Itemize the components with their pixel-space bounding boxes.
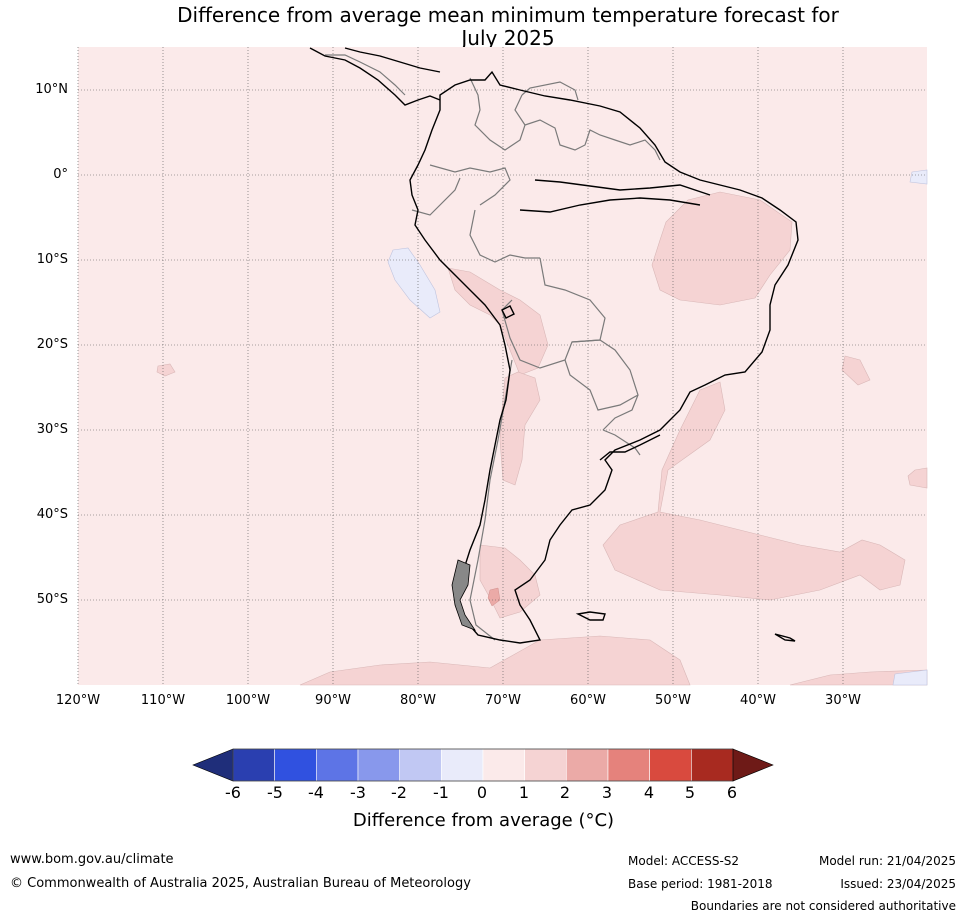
lon-label-100w: 100°W — [225, 693, 271, 708]
lat-label-40s: 40°S — [36, 507, 68, 522]
warm-region-brazil — [651, 191, 793, 306]
coast-amazon-river-south — [519, 197, 701, 213]
cb-tick-neg3: -3 — [350, 783, 366, 802]
border-guianas — [524, 119, 661, 161]
warm-anomaly-regions — [156, 191, 928, 686]
warm-region-atlantic-east — [907, 467, 928, 489]
border-peru-brazil — [469, 209, 540, 263]
border-colombia-venezuela — [469, 77, 526, 151]
colorbar — [192, 748, 774, 782]
lat-label-10s: 10°S — [36, 252, 68, 267]
coast-falklands — [575, 611, 606, 621]
cb-tick-4: 4 — [643, 783, 655, 802]
coast-amazon-river — [534, 179, 711, 196]
lat-label-30s: 30°S — [36, 422, 68, 437]
lat-label-0: 0° — [53, 167, 68, 182]
fjord-islands — [451, 559, 477, 631]
title-line-1: Difference from average mean minimum tem… — [177, 3, 839, 27]
colorbar-segment — [316, 748, 359, 782]
footer-model-run: Model run: 21/04/2025 — [818, 854, 956, 868]
lon-label-40w: 40°W — [740, 693, 776, 708]
colorbar-segment — [691, 748, 734, 782]
colorbar-title: Difference from average (°C) — [352, 810, 615, 831]
lon-label-80w: 80°W — [400, 693, 436, 708]
cb-tick-neg2: -2 — [391, 783, 407, 802]
coast-south-america — [409, 70, 799, 644]
coast-central-america — [309, 47, 441, 106]
border-brazil-venezuela — [521, 81, 579, 101]
colorbar-segments — [192, 748, 774, 782]
cb-tick-neg6: -6 — [225, 783, 241, 802]
lat-label-10n: 10°N — [35, 82, 68, 97]
lon-label-70w: 70°W — [485, 693, 521, 708]
colorbar-segment — [482, 748, 525, 782]
warm-region-argentina-north — [499, 371, 541, 486]
colorbar-segment — [649, 748, 692, 782]
cb-tick-6: 6 — [726, 783, 738, 802]
warmer-region-patagonia — [487, 587, 501, 607]
border-paraguay — [564, 339, 639, 411]
colorbar-segment — [357, 748, 400, 782]
coast-la-plata — [599, 434, 661, 461]
footer-issued: Issued: 23/04/2025 — [840, 877, 956, 891]
warm-region-pacific-small — [156, 363, 176, 377]
colorbar-extend-low — [192, 748, 234, 782]
cool-anomaly-regions — [387, 169, 928, 686]
colorbar-segment — [274, 748, 317, 782]
cb-tick-neg4: -4 — [308, 783, 324, 802]
cb-tick-neg5: -5 — [267, 783, 283, 802]
border-ecuador-peru — [411, 177, 461, 216]
footer-base-period: Base period: 1981-2018 — [628, 877, 773, 891]
colorbar-extend-high — [732, 748, 774, 782]
lon-label-120w: 120°W — [55, 693, 101, 708]
title-line-2: July 2025 — [461, 26, 555, 50]
border-uruguay — [602, 429, 641, 456]
lat-label-20s: 20°S — [36, 337, 68, 352]
gridlines — [77, 47, 927, 685]
cb-tick-3: 3 — [601, 783, 613, 802]
warm-region-south-atlantic — [602, 381, 906, 601]
cool-region-equatorial-atlantic — [909, 169, 928, 185]
border-colombia-south — [429, 164, 511, 206]
cb-tick-5: 5 — [684, 783, 696, 802]
colorbar-segment — [441, 748, 484, 782]
warm-region-atlantic-small — [841, 355, 871, 386]
colorbar-segment — [524, 748, 567, 782]
cb-tick-0: 0 — [476, 783, 488, 802]
colorbar-segment — [232, 748, 275, 782]
border-central-america — [325, 54, 406, 96]
lon-label-110w: 110°W — [140, 693, 186, 708]
cb-tick-1: 1 — [518, 783, 530, 802]
footer-model: Model: ACCESS-S2 — [628, 854, 740, 868]
coastline — [309, 47, 799, 644]
coast-south-georgia — [774, 633, 796, 642]
footer-disclaimer: Boundaries are not considered authoritat… — [690, 899, 956, 913]
lon-label-50w: 50°W — [655, 693, 691, 708]
fjord-cluster — [451, 559, 477, 631]
lon-label-60w: 60°W — [570, 693, 606, 708]
colorbar-segment — [607, 748, 650, 782]
cool-region-southern-atlantic — [892, 669, 928, 686]
cool-region-peru-coast — [387, 247, 441, 319]
footer-url[interactable]: www.bom.gov.au/climate — [10, 852, 174, 867]
coast-central-america-north — [344, 47, 441, 73]
lat-label-50s: 50°S — [36, 592, 68, 607]
cb-tick-2: 2 — [559, 783, 571, 802]
border-argentina-brazil — [602, 394, 639, 431]
lon-label-30w: 30°W — [825, 693, 861, 708]
colorbar-segment — [399, 748, 442, 782]
cb-tick-neg1: -1 — [433, 783, 449, 802]
lon-label-90w: 90°W — [315, 693, 351, 708]
colorbar-segment — [566, 748, 609, 782]
map-title: Difference from average mean minimum tem… — [0, 4, 965, 50]
footer-copyright: © Commonwealth of Australia 2025, Austra… — [10, 876, 471, 891]
coast-lake-titicaca — [501, 305, 515, 319]
